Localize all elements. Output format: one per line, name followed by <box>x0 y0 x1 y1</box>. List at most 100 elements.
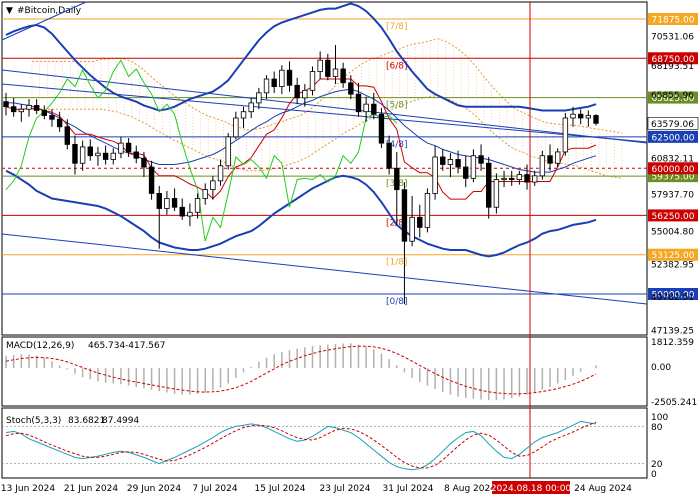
bollinger-bands <box>5 2 597 258</box>
candle-body <box>486 162 492 208</box>
candle-body <box>325 59 331 77</box>
candle-body <box>179 206 185 217</box>
date-label-1: 21 Jun 2024 <box>64 484 118 494</box>
murrey-price-box-5 <box>648 209 698 222</box>
candle-body <box>210 180 216 191</box>
candle-body <box>202 189 208 199</box>
price-tick-2: 65855.96 <box>651 91 694 101</box>
candle-body <box>248 102 254 113</box>
macd-name: MACD(12,26,9) <box>6 341 74 351</box>
candle-body <box>309 71 316 91</box>
candle-body <box>233 117 239 138</box>
candle-body <box>240 111 247 119</box>
price-tick-1: 68193.51 <box>651 62 694 72</box>
candle-body <box>72 143 78 164</box>
macd-panel-frame <box>1 336 648 407</box>
candle-body <box>340 68 346 84</box>
murrey-price-text-4: 59375.00 <box>652 173 695 183</box>
candle-body <box>332 68 339 77</box>
murrey-price-box-2 <box>648 91 698 104</box>
chikou-line <box>5 59 398 242</box>
candle-body <box>470 155 477 179</box>
candle-body <box>417 216 423 228</box>
price-tick-5: 57937.70 <box>651 191 694 201</box>
date-label-3: 7 Jul 2024 <box>192 484 237 494</box>
murrey-price-box-1 <box>648 52 698 65</box>
candle-body <box>64 126 70 145</box>
candle-body <box>355 93 362 113</box>
candle-body <box>10 106 17 113</box>
crosshair-date-label: 2024.08.18 00:00 <box>491 484 572 494</box>
murrey-price-text-6: 53125.00 <box>652 251 695 261</box>
candle-body <box>317 59 323 72</box>
candle-body <box>409 216 415 242</box>
date-axis: 13 Jun 2024 21 Jun 2024 29 Jun 2024 7 Jul 2… <box>1 484 632 494</box>
candle-body <box>95 152 101 157</box>
candle-body <box>440 156 446 165</box>
candle-body <box>463 166 469 179</box>
macd-value-2: -417.567 <box>125 341 165 351</box>
trend-lines <box>1 1 648 305</box>
murrey-price-text-0: 71875.00 <box>652 16 695 26</box>
murrey-label-7: [0/8] <box>386 297 408 307</box>
bollinger-upper <box>5 2 597 112</box>
candle-body <box>532 175 538 183</box>
candle-body <box>102 152 109 160</box>
trend-line-lower <box>1 233 648 305</box>
candles <box>3 45 599 305</box>
candle-body <box>562 117 569 153</box>
candle-body <box>455 159 461 168</box>
candle-body <box>164 198 170 209</box>
stoch-value-2: 87.4994 <box>102 416 139 426</box>
stoch-name: Stoch(5,3,3) <box>6 416 61 426</box>
candle-body <box>554 151 561 164</box>
price-axis-labels: 71875.00 68750.00 65625.00 62500.00 59375.00… <box>648 13 698 301</box>
candle-body <box>570 113 576 119</box>
candle-body <box>256 92 262 104</box>
bollinger-lower <box>5 169 597 258</box>
candle-body <box>49 115 55 120</box>
murrey-price-text-5: 56250.00 <box>652 212 695 222</box>
candle-body <box>593 115 599 124</box>
stoch-d-line <box>5 421 597 469</box>
macd-scale-zero: 0.00 <box>651 363 671 373</box>
date-label-0: 13 Jun 2024 <box>1 484 55 494</box>
candle-body <box>271 78 277 87</box>
stoch-value-1: 83.6821 <box>68 416 105 426</box>
trend-line-steep <box>1 1 87 41</box>
price-tick-7: 52382.95 <box>651 261 694 271</box>
murrey-price-box-6 <box>648 248 698 261</box>
date-label-2: 29 Jun 2024 <box>127 484 181 494</box>
candle-body <box>279 69 285 87</box>
extra-level-price-text: 60000.00 <box>652 165 695 175</box>
candle-body <box>141 157 147 168</box>
candle-body <box>87 146 93 157</box>
bollinger-middle <box>6 88 597 173</box>
candle-body <box>41 110 48 116</box>
candle-body <box>225 136 231 167</box>
candle-body <box>26 105 32 110</box>
stoch-k-line <box>5 420 597 471</box>
stoch-scale-0: 0 <box>651 470 657 480</box>
crosshair-date-box <box>492 481 570 494</box>
price-tick-6: 55004.80 <box>651 228 694 238</box>
candle-body <box>386 142 392 169</box>
stoch-scale-100: 100 <box>651 413 668 423</box>
candle-body <box>501 177 507 180</box>
murrey-levels: [7/8][6/8][5/8][4/8][3/8][2/8][1/8][0/8] <box>2 18 647 307</box>
murrey-price-text-3: 62500.00 <box>652 133 695 143</box>
murrey-price-box-7 <box>648 288 698 300</box>
candle-body <box>33 105 40 111</box>
stoch-scale-80: 80 <box>651 423 663 433</box>
candle-body <box>539 155 546 177</box>
macd-scale-top: 1812.359 <box>651 338 694 348</box>
price-scale: 70531.06 68193.51 65855.96 63579.06 60832.11… <box>647 32 699 336</box>
murrey-price-text-7: 50000.00 <box>652 291 695 301</box>
murrey-label-3: [4/8] <box>386 140 408 150</box>
candle-body <box>3 101 9 108</box>
macd-value-1: 465.734 <box>88 341 125 351</box>
candle-body <box>79 146 86 164</box>
trend-line-mid <box>1 83 648 143</box>
stochastic-indicator <box>2 420 647 471</box>
